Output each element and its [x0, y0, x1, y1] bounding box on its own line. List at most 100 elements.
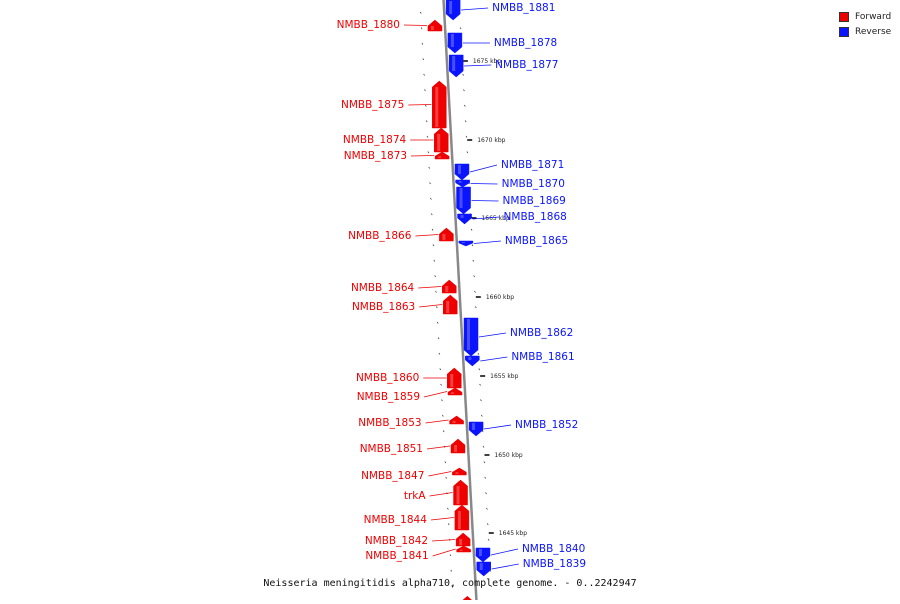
gene-label-nmbb-1866[interactable]: NMBB_1866: [348, 230, 412, 242]
gene-arrow-nmbb-1869[interactable]: [456, 186, 471, 215]
minor-tick: [441, 399, 443, 402]
gene-arrow-nmbb-1840[interactable]: [475, 547, 491, 563]
gene-arrow-sheen: [451, 392, 455, 394]
gene-label-nmbb-1874[interactable]: NMBB_1874: [343, 134, 407, 146]
gene-arrow-nmbb-1878[interactable]: [447, 32, 463, 54]
legend-swatch-forward: [839, 11, 849, 22]
gene-arrow-nmbb-1873[interactable]: [434, 151, 450, 160]
gene-arrow-nmbb-1864[interactable]: [441, 279, 457, 294]
gene-leader-line: [423, 391, 448, 398]
gene-label-nmbb-1870[interactable]: NMBB_1870: [502, 178, 565, 190]
gene-label-nmbb-1842[interactable]: NMBB_1842: [365, 535, 428, 547]
minor-tick: [420, 27, 423, 30]
gene-arrow-nmbb-1853[interactable]: [449, 415, 464, 425]
gene-arrow-nmbb-1871[interactable]: [454, 163, 470, 181]
gene-label-nmbb-1873[interactable]: NMBB_1873: [344, 150, 407, 162]
gene-label-nmbb-1860[interactable]: NMBB_1860: [356, 372, 419, 384]
gene-arrow-sheen: [458, 181, 462, 183]
gene-label-nmbb-1877[interactable]: NMBB_1877: [495, 59, 558, 71]
gene-arrow-nmbb-1861[interactable]: [465, 355, 480, 367]
gene-arrow-nmbb-1862[interactable]: [463, 317, 479, 357]
gene-arrow-nmbb-1865[interactable]: [458, 240, 474, 247]
gene-label-nmbb-1840[interactable]: NMBB_1840: [522, 543, 585, 555]
minor-tick: [419, 11, 422, 14]
gene-label-nmbb-1841[interactable]: NMBB_1841: [365, 550, 428, 562]
gene-label-nmbb-1851[interactable]: NMBB_1851: [360, 443, 423, 455]
gene-arrow-nmbb-1859[interactable]: [447, 387, 463, 396]
gene-leader-line: [472, 216, 500, 220]
gene-arrow-sheen: [453, 445, 457, 452]
gene-arrow-nmbb-1870[interactable]: [455, 179, 470, 188]
minor-tick: [447, 523, 450, 526]
gene-arrow-nmbb-1881[interactable]: [445, 0, 461, 21]
gene-arrow-nmbb-1851[interactable]: [450, 438, 466, 454]
gene-arrow-nmbb-1847[interactable]: [452, 467, 467, 476]
gene-label-nmbb-1853[interactable]: NMBB_1853: [358, 417, 421, 429]
gene-label-trka[interactable]: trkA: [404, 490, 427, 502]
minor-tick: [433, 259, 436, 262]
minor-tick: [486, 523, 489, 526]
gene-label-nmbb-1868[interactable]: NMBB_1868: [504, 211, 567, 223]
minor-tick: [485, 492, 487, 495]
minor-tick: [472, 259, 475, 262]
gene-leader-line: [430, 517, 454, 521]
gene-arrow-nmbb-1868[interactable]: [457, 213, 472, 225]
gene-label-nmbb-1852[interactable]: NMBB_1852: [515, 419, 578, 431]
gene-arrow-nmbb-1880[interactable]: [427, 19, 443, 32]
minor-tick: [434, 275, 436, 278]
minor-tick: [437, 337, 440, 340]
gene-leader-line: [483, 424, 512, 430]
gene-arrow-nmbb-1842[interactable]: [455, 532, 471, 547]
gene-label-nmbb-1869[interactable]: NMBB_1869: [503, 195, 566, 207]
gene-label-nmbb-1871[interactable]: NMBB_1871: [501, 159, 564, 171]
gene-arrow-trka[interactable]: [453, 479, 468, 506]
gene-label-nmbb-1881[interactable]: NMBB_1881: [492, 2, 555, 14]
gene-arrow-nmbb-1852[interactable]: [468, 421, 484, 437]
gene-arrow-nmbb-1877[interactable]: [448, 54, 464, 78]
minor-tick: [465, 135, 468, 138]
gene-arrow-nmbb-1844[interactable]: [454, 504, 470, 531]
minor-tick: [436, 306, 438, 309]
gene-label-nmbb-1875[interactable]: NMBB_1875: [341, 99, 404, 111]
gene-label-nmbb-1861[interactable]: NMBB_1861: [511, 351, 574, 363]
gene-arrow-nmbb-1874[interactable]: [433, 127, 449, 153]
gene-arrow-nmbb-1875[interactable]: [432, 80, 447, 129]
gene-leader-line: [426, 445, 451, 450]
gene-arrow-nmbb-1860[interactable]: [447, 367, 462, 389]
gene-arrow-nmbb-1839[interactable]: [476, 561, 491, 577]
legend: Forward Reverse: [839, 9, 891, 39]
gene-arrow-sheen: [461, 242, 465, 243]
gene-label-nmbb-1839[interactable]: NMBB_1839: [523, 558, 586, 570]
gene-arrow-sheen: [437, 134, 441, 151]
gene-arrow-sheen: [478, 549, 482, 556]
gene-label-nmbb-1844[interactable]: NMBB_1844: [364, 514, 428, 526]
gene-label-nmbb-1863[interactable]: NMBB_1863: [352, 301, 415, 313]
legend-item-forward: Forward: [839, 9, 891, 24]
gene-leader-line: [473, 240, 501, 244]
minor-tick: [478, 368, 481, 371]
minor-tick: [471, 244, 474, 247]
minor-tick: [462, 73, 464, 76]
scale-label: 1655 kbp: [490, 373, 518, 380]
gene-arrow-nmbb-1841[interactable]: [456, 545, 471, 553]
minor-tick: [449, 554, 452, 557]
gene-leader-line: [432, 539, 456, 542]
gene-label-nmbb-1859[interactable]: NMBB_1859: [357, 391, 420, 403]
gene-arrow-nmbb-1866[interactable]: [439, 227, 454, 242]
gene-label-nmbb-1847[interactable]: NMBB_1847: [361, 470, 424, 482]
gene-arrow-nmbb-1863[interactable]: [442, 294, 458, 315]
gene-label-nmbb-1865[interactable]: NMBB_1865: [505, 235, 568, 247]
gene-label-nmbb-1878[interactable]: NMBB_1878: [494, 37, 557, 49]
minor-tick: [464, 120, 467, 123]
minor-tick: [439, 368, 442, 371]
minor-tick: [447, 507, 449, 510]
minor-tick: [435, 290, 437, 293]
gene-label-nmbb-1880[interactable]: NMBB_1880: [337, 19, 400, 31]
gene-arrow-sheen: [459, 188, 463, 208]
gene-arrow-sheen: [449, 1, 453, 14]
gene-label-nmbb-1862[interactable]: NMBB_1862: [510, 327, 573, 339]
gene-label-nmbb-1864[interactable]: NMBB_1864: [351, 282, 415, 294]
gene-arrow-partial[interactable]: [460, 596, 475, 602]
genome-caption: Neisseria meningitidis alpha710, complet…: [263, 578, 637, 589]
minor-tick: [441, 414, 444, 417]
